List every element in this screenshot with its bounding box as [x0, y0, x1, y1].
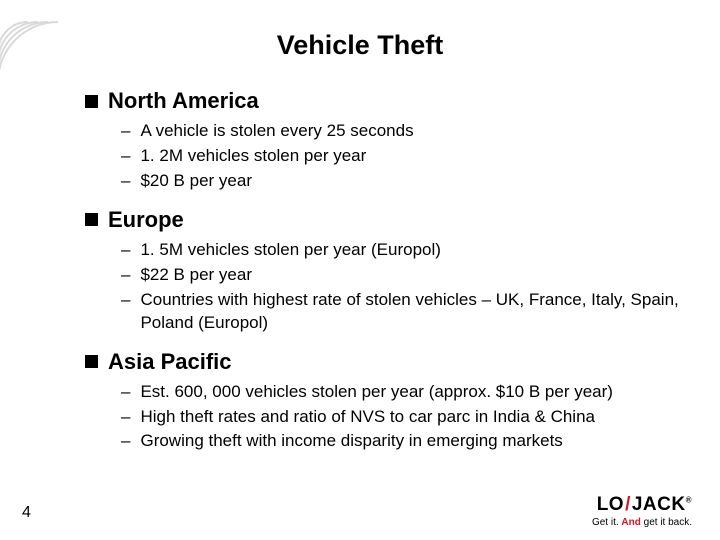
list-item: –A vehicle is stolen every 25 seconds [121, 120, 690, 143]
brand-right: JACK [632, 494, 686, 515]
footer-logo: LO/JACK® Get it. And get it back. [592, 494, 692, 528]
list-item: –$22 B per year [121, 264, 690, 287]
brand-left: LO [597, 494, 624, 515]
list-item: –Countries with highest rate of stolen v… [121, 289, 690, 335]
list-item: –Est. 600, 000 vehicles stolen per year … [121, 381, 690, 404]
list-item: –$20 B per year [121, 170, 690, 193]
section-title: Europe [108, 207, 184, 233]
section-asia-pacific: Asia Pacific –Est. 600, 000 vehicles sto… [85, 349, 690, 454]
list-item-text: Growing theft with income disparity in e… [140, 430, 690, 453]
list-item-text: $20 B per year [140, 170, 690, 193]
section-title: Asia Pacific [108, 349, 232, 375]
square-bullet-icon [85, 213, 98, 226]
list-item-text: 1. 5M vehicles stolen per year (Europol) [140, 239, 690, 262]
tagline-pre: Get it. [592, 517, 621, 528]
list-item-text: 1. 2M vehicles stolen per year [140, 145, 690, 168]
list-item: –1. 5M vehicles stolen per year (Europol… [121, 239, 690, 262]
slide-title: Vehicle Theft [0, 30, 720, 61]
slide-content: North America –A vehicle is stolen every… [85, 88, 690, 467]
list-item-text: Countries with highest rate of stolen ve… [140, 289, 690, 335]
section-europe: Europe –1. 5M vehicles stolen per year (… [85, 207, 690, 335]
list-item: –Growing theft with income disparity in … [121, 430, 690, 453]
list-item-text: A vehicle is stolen every 25 seconds [140, 120, 690, 143]
tagline-mid: And [621, 517, 640, 528]
list-item-text: $22 B per year [140, 264, 690, 287]
tagline-post: get it back. [641, 517, 692, 528]
brand-tagline: Get it. And get it back. [592, 517, 692, 528]
brand-slash-icon: / [625, 494, 631, 515]
list-item: –1. 2M vehicles stolen per year [121, 145, 690, 168]
square-bullet-icon [85, 355, 98, 368]
section-title: North America [108, 88, 259, 114]
list-item-text: Est. 600, 000 vehicles stolen per year (… [140, 381, 690, 404]
section-north-america: North America –A vehicle is stolen every… [85, 88, 690, 193]
list-item: –High theft rates and ratio of NVS to ca… [121, 406, 690, 429]
square-bullet-icon [85, 95, 98, 108]
page-number: 4 [22, 504, 31, 522]
brand-name: LO/JACK® [592, 494, 692, 516]
list-item-text: High theft rates and ratio of NVS to car… [140, 406, 690, 429]
